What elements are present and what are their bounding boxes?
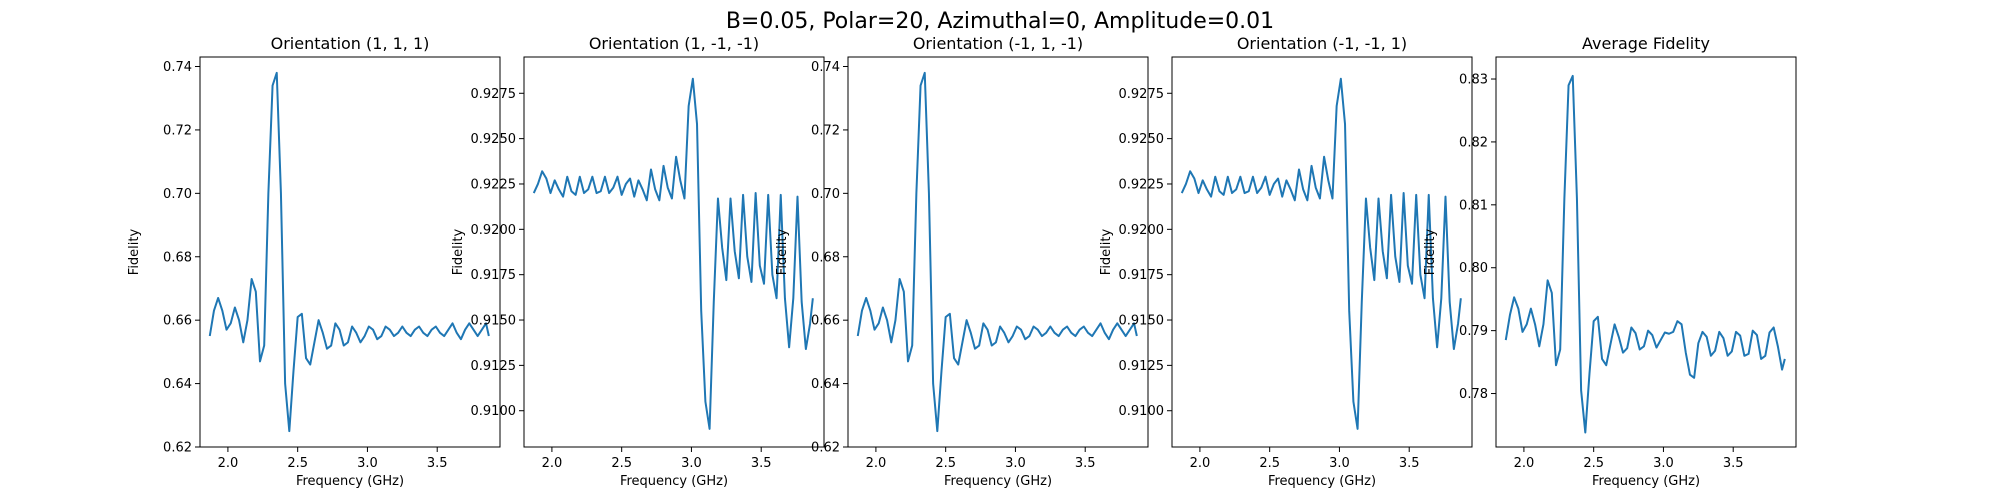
panel-4-series-line xyxy=(1504,74,1786,434)
panel-3-frame xyxy=(1171,56,1473,448)
panel-2-title: Orientation (-1, 1, -1) xyxy=(913,34,1083,53)
panel-1-ytick-label: 0.9250 xyxy=(471,132,517,147)
panel-0-ytick-label: 0.74 xyxy=(163,60,192,75)
panel-0-ytick-label: 0.66 xyxy=(163,314,192,329)
panel-2-xtick-label: 2.0 xyxy=(866,456,887,471)
panel-1-frame xyxy=(523,56,825,448)
panel-2-ylabel: Fidelity xyxy=(775,228,790,275)
panel-4-xtick-label: 2.0 xyxy=(1514,456,1535,471)
panel-1-ytick-label: 0.9100 xyxy=(471,404,517,419)
panel-2-ytick-label: 0.62 xyxy=(811,441,840,456)
panel-0-frame xyxy=(199,56,501,448)
panel-2-xtick-label: 3.0 xyxy=(1005,456,1026,471)
panel-1-title: Orientation (1, -1, -1) xyxy=(589,34,759,53)
panel-3-title: Orientation (-1, -1, 1) xyxy=(1237,34,1407,53)
panel-4-ytick-label: 0.81 xyxy=(1459,198,1488,213)
panel-0-ytick-label: 0.68 xyxy=(163,250,192,265)
panel-3-ytick-label: 0.9100 xyxy=(1119,404,1165,419)
panel-2-ytick-label: 0.68 xyxy=(811,250,840,265)
panel-4-xtick-label: 3.0 xyxy=(1653,456,1674,471)
panel-3-series-line xyxy=(1180,77,1462,430)
panel-1-ytick-label: 0.9275 xyxy=(471,87,517,102)
panel-2-axes: 2.0 2.5 3.0 3.5 0.62 0.64 0.66 0.68 0.70 0.72 0.74 xyxy=(811,56,1149,471)
panel-4-ylabel: Fidelity xyxy=(1423,228,1438,275)
panel-4-ytick-label: 0.83 xyxy=(1459,73,1488,88)
panel-2-xlabel: Frequency (GHz) xyxy=(944,474,1052,489)
panel-0-xtick-label: 2.5 xyxy=(287,456,308,471)
panel-1: Orientation (1, -1, -1) 2.0 2.5 3.0 3.5 0.91… xyxy=(451,34,825,489)
panel-1-xtick-label: 3.5 xyxy=(751,456,772,471)
panel-1-ytick-label: 0.9200 xyxy=(471,223,517,238)
panel-1-ytick-label: 0.9125 xyxy=(471,359,517,374)
panel-4-xtick-label: 3.5 xyxy=(1723,456,1744,471)
panel-0-ytick-label: 0.70 xyxy=(163,187,192,202)
panel-3-xlabel: Frequency (GHz) xyxy=(1268,474,1376,489)
panel-0-xtick-label: 2.0 xyxy=(218,456,239,471)
panel-1-xtick-label: 2.0 xyxy=(542,456,563,471)
panel-1-series-line xyxy=(532,77,814,430)
panel-4-axes: 2.0 2.5 3.0 3.5 0.78 0.79 0.80 0.81 0.82 0.83 xyxy=(1459,56,1797,471)
panel-3-axes: 2.0 2.5 3.0 3.5 0.9100 0.9125 0.9150 0.9175 0.92… xyxy=(1119,56,1473,471)
panel-4: Average Fidelity 2.0 2.5 3.0 3.5 0.78 0.79 0.8… xyxy=(1423,34,1797,489)
panel-3-xtick-label: 2.5 xyxy=(1259,456,1280,471)
panel-2-ytick-label: 0.74 xyxy=(811,60,840,75)
panel-2-ytick-label: 0.64 xyxy=(811,377,840,392)
panel-3-xtick-label: 3.0 xyxy=(1329,456,1350,471)
panel-4-ytick-label: 0.79 xyxy=(1459,324,1488,339)
panel-0-axes: 2.0 2.5 3.0 3.5 0.62 0.64 0.66 0.68 0.70 0.72 0.74 xyxy=(163,56,501,471)
panel-4-ytick-label: 0.78 xyxy=(1459,387,1488,402)
panel-1-xtick-label: 3.0 xyxy=(681,456,702,471)
panel-3-ylabel: Fidelity xyxy=(1099,228,1114,275)
panel-1-ytick-label: 0.9150 xyxy=(471,314,517,329)
panel-0-xtick-label: 3.0 xyxy=(357,456,378,471)
panel-3-ytick-label: 0.9125 xyxy=(1119,359,1165,374)
panel-1-ytick-label: 0.9175 xyxy=(471,268,517,283)
panel-4-ytick-label: 0.80 xyxy=(1459,261,1488,276)
panel-2-ytick-label: 0.70 xyxy=(811,187,840,202)
panel-1-ytick-label: 0.9225 xyxy=(471,177,517,192)
panel-4-ytick-label: 0.82 xyxy=(1459,135,1488,150)
panel-1-ylabel: Fidelity xyxy=(451,228,466,275)
panel-3-ytick-label: 0.9150 xyxy=(1119,314,1165,329)
panel-0-xtick-label: 3.5 xyxy=(427,456,448,471)
panel-4-xtick-label: 2.5 xyxy=(1583,456,1604,471)
panel-2-xtick-label: 2.5 xyxy=(935,456,956,471)
panel-3-ytick-label: 0.9225 xyxy=(1119,177,1165,192)
panel-3-ytick-label: 0.9200 xyxy=(1119,223,1165,238)
panel-0-ytick-label: 0.72 xyxy=(163,123,192,138)
panel-1-xtick-label: 2.5 xyxy=(611,456,632,471)
panel-0: Orientation (1, 1, 1) 2.0 2.5 3.0 3.5 0.62 0.… xyxy=(127,34,501,489)
panel-2-ytick-label: 0.72 xyxy=(811,123,840,138)
panel-2-series-line xyxy=(856,71,1138,433)
panel-4-title: Average Fidelity xyxy=(1582,34,1710,53)
panel-0-ylabel: Fidelity xyxy=(127,228,142,275)
panel-3-xtick-label: 2.0 xyxy=(1190,456,1211,471)
panel-2-frame xyxy=(847,56,1149,448)
panel-2-xtick-label: 3.5 xyxy=(1075,456,1096,471)
panel-0-series-line xyxy=(208,71,490,433)
panel-4-xlabel: Frequency (GHz) xyxy=(1592,474,1700,489)
panel-0-ytick-label: 0.62 xyxy=(163,441,192,456)
panel-0-title: Orientation (1, 1, 1) xyxy=(271,34,430,53)
panel-3-ytick-label: 0.9175 xyxy=(1119,268,1165,283)
panel-3: Orientation (-1, -1, 1) 2.0 2.5 3.0 3.5 0.91… xyxy=(1099,34,1473,489)
panel-3-ytick-label: 0.9250 xyxy=(1119,132,1165,147)
panel-3-ytick-label: 0.9275 xyxy=(1119,87,1165,102)
panel-1-xlabel: Frequency (GHz) xyxy=(620,474,728,489)
panel-2: Orientation (-1, 1, -1) 2.0 2.5 3.0 3.5 0.62… xyxy=(775,34,1149,489)
panel-2-ytick-label: 0.66 xyxy=(811,314,840,329)
panel-0-ytick-label: 0.64 xyxy=(163,377,192,392)
panel-3-xtick-label: 3.5 xyxy=(1399,456,1420,471)
panel-1-axes: 2.0 2.5 3.0 3.5 0.9100 0.9125 0.9150 0.9175 0.92… xyxy=(471,56,825,471)
panel-0-xlabel: Frequency (GHz) xyxy=(296,474,404,489)
figure-suptitle: B=0.05, Polar=20, Azimuthal=0, Amplitude… xyxy=(726,9,1274,34)
panel-4-frame xyxy=(1495,56,1797,448)
